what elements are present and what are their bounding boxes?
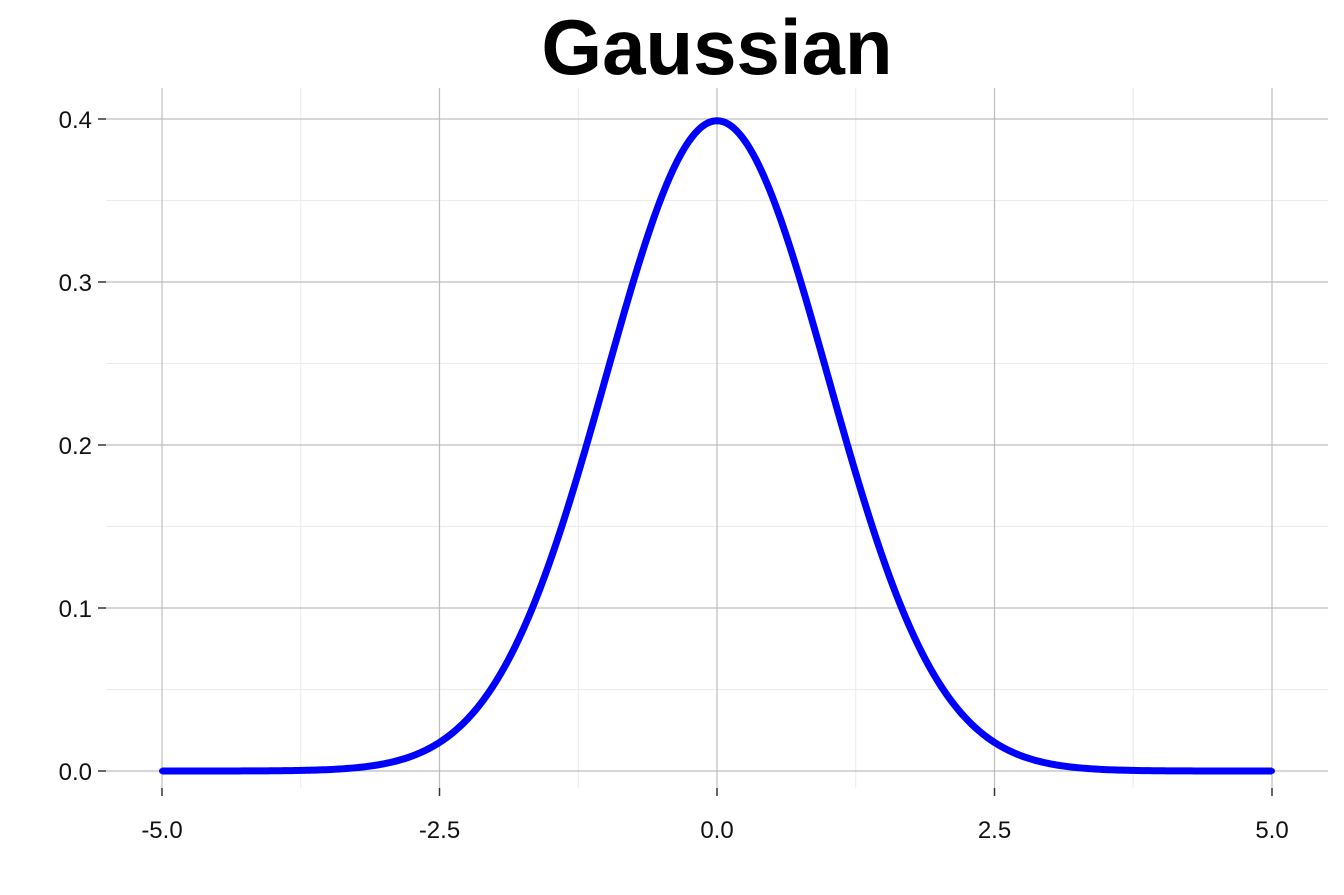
- data-point: [797, 277, 804, 284]
- data-point: [1269, 767, 1275, 774]
- y-tick-label: 0.0: [59, 759, 92, 786]
- data-point: [1102, 766, 1109, 773]
- data-point: [825, 373, 831, 380]
- data-point: [852, 470, 859, 477]
- data-point: [1047, 760, 1053, 767]
- data-point: [436, 739, 443, 746]
- data-point: [1158, 767, 1164, 774]
- x-tick-label: -5.0: [141, 817, 182, 844]
- data-point: [214, 767, 221, 774]
- data-point: [270, 767, 276, 774]
- y-tick-label: 0.2: [59, 433, 92, 460]
- data-point: [991, 739, 998, 746]
- x-tick-label: 5.0: [1255, 817, 1288, 844]
- data-point: [880, 556, 887, 563]
- chart-title: Gaussian: [541, 3, 893, 91]
- y-tick-label: 0.1: [59, 596, 92, 623]
- data-point: [908, 627, 915, 634]
- data-point: [547, 556, 554, 563]
- major-grid: [106, 88, 1328, 788]
- data-point: [686, 137, 693, 144]
- series-layer: [159, 117, 1275, 775]
- data-point: [714, 117, 720, 124]
- data-point: [769, 194, 776, 201]
- data-point: [381, 760, 387, 767]
- data-point: [325, 766, 332, 773]
- data-point: [575, 470, 582, 477]
- data-point: [936, 679, 942, 686]
- x-tick-label: 2.5: [978, 817, 1011, 844]
- data-point: [519, 627, 526, 634]
- y-axis-tick-labels: 0.0 0.1 0.2 0.3 0.4: [59, 107, 92, 786]
- data-point: [658, 194, 665, 201]
- x-axis-tick-labels: -5.0 -2.5 0.0 2.5 5.0: [141, 817, 1288, 844]
- data-point: [741, 137, 748, 144]
- data-point: [1213, 767, 1220, 774]
- data-point: [492, 679, 498, 686]
- data-point: [159, 767, 165, 774]
- y-tick-label: 0.3: [59, 270, 92, 297]
- x-tick-label: -2.5: [419, 817, 460, 844]
- x-tick-label: 0.0: [700, 817, 733, 844]
- y-tick-label: 0.4: [59, 107, 92, 134]
- chart-title-container: Gaussian: [0, 0, 1344, 95]
- axis-ticks: [98, 118, 1273, 796]
- data-point: [603, 373, 609, 380]
- data-point: [630, 277, 637, 284]
